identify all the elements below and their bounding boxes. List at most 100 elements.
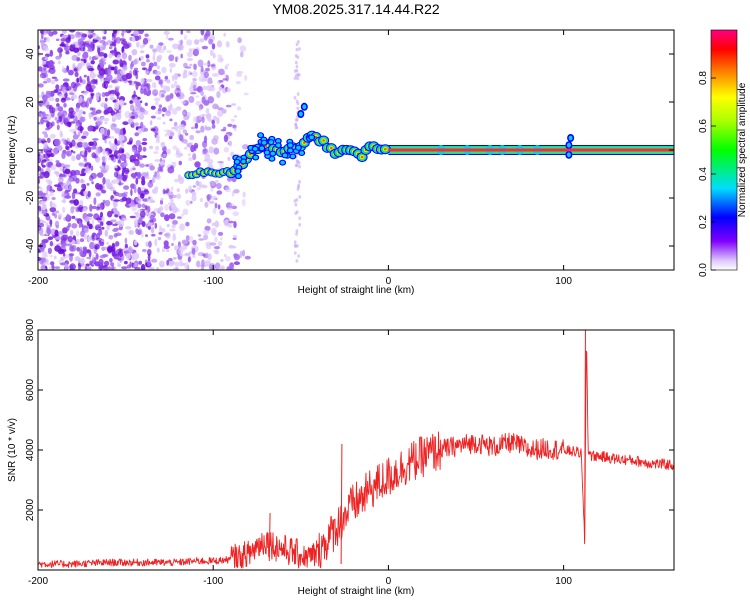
noise-dot bbox=[189, 72, 193, 75]
noise-dot bbox=[295, 99, 299, 104]
noise-dot bbox=[101, 216, 105, 223]
noise-dot bbox=[99, 59, 104, 64]
noise-dot bbox=[83, 74, 87, 78]
noise-dot bbox=[168, 37, 174, 41]
noise-dot bbox=[184, 252, 191, 257]
noise-dot bbox=[75, 230, 80, 237]
noise-dot bbox=[118, 215, 122, 219]
noise-dot bbox=[162, 113, 165, 117]
noise-dot bbox=[60, 237, 65, 241]
noise-dot bbox=[77, 131, 81, 137]
ridge-core bbox=[388, 148, 674, 152]
noise-dot bbox=[64, 195, 72, 199]
noise-dot bbox=[206, 218, 212, 224]
noise-dot bbox=[220, 58, 223, 61]
noise-dot bbox=[108, 235, 114, 240]
ridge-blob bbox=[269, 156, 275, 161]
noise-dot bbox=[56, 103, 60, 107]
noise-dot bbox=[82, 248, 88, 255]
noise-dot bbox=[134, 217, 138, 225]
snr-trace bbox=[38, 330, 674, 569]
noise-dot bbox=[205, 67, 210, 72]
noise-dot bbox=[44, 72, 48, 79]
noise-dot bbox=[39, 192, 47, 196]
ridge-blob bbox=[236, 174, 241, 179]
noise-dot bbox=[148, 65, 152, 72]
noise-dot bbox=[140, 78, 145, 84]
noise-dot bbox=[223, 72, 227, 77]
colorbar-tick-label: 0.4 bbox=[698, 167, 709, 181]
noise-dot bbox=[161, 107, 167, 113]
noise-dot bbox=[109, 143, 116, 151]
noise-dot bbox=[137, 127, 143, 135]
spectrogram-x-label: Height of straight line (km) bbox=[298, 285, 415, 296]
noise-dot bbox=[54, 245, 61, 252]
noise-dot bbox=[159, 206, 164, 210]
noise-dot bbox=[109, 93, 115, 97]
noise-dot bbox=[224, 65, 228, 70]
noise-dot bbox=[168, 258, 173, 262]
noise-dot bbox=[215, 263, 219, 270]
noise-dot bbox=[122, 247, 128, 252]
noise-dot bbox=[132, 252, 140, 260]
noise-dot bbox=[49, 240, 54, 247]
noise-dot bbox=[117, 60, 123, 64]
noise-dot bbox=[141, 125, 146, 133]
noise-dot bbox=[216, 117, 220, 125]
noise-dot bbox=[139, 107, 145, 113]
noise-dot bbox=[111, 242, 115, 248]
noise-dot bbox=[140, 50, 145, 53]
noise-dot bbox=[192, 185, 197, 188]
noise-dot bbox=[191, 247, 196, 255]
noise-dot bbox=[298, 195, 302, 199]
noise-dot bbox=[198, 106, 202, 111]
noise-dot bbox=[187, 153, 192, 157]
noise-dot bbox=[121, 52, 128, 60]
noise-dot bbox=[62, 206, 66, 214]
noise-dot bbox=[78, 162, 83, 166]
ridge-blob bbox=[268, 140, 274, 145]
spectrogram-ridge bbox=[184, 102, 674, 180]
noise-dot bbox=[175, 85, 181, 92]
noise-dot bbox=[123, 162, 129, 167]
noise-dot bbox=[58, 242, 62, 246]
noise-dot bbox=[44, 133, 49, 138]
noise-dot bbox=[141, 203, 146, 208]
noise-dot bbox=[106, 220, 113, 226]
noise-dot bbox=[226, 207, 233, 211]
noise-dot bbox=[179, 259, 183, 267]
noise-dot bbox=[69, 92, 75, 95]
noise-dot bbox=[130, 167, 133, 172]
ridge-blob bbox=[298, 111, 303, 117]
noise-dot bbox=[108, 84, 113, 89]
noise-dot bbox=[85, 263, 90, 267]
noise-dot bbox=[65, 42, 69, 48]
noise-dot bbox=[206, 158, 214, 165]
noise-dot bbox=[166, 224, 170, 228]
noise-dot bbox=[195, 95, 200, 98]
noise-dot bbox=[75, 83, 79, 88]
x-tick-label: -100 bbox=[203, 276, 223, 287]
noise-dot bbox=[153, 151, 159, 154]
noise-dot bbox=[56, 145, 63, 152]
noise-dot bbox=[59, 166, 63, 172]
noise-dot bbox=[58, 259, 62, 264]
noise-dot bbox=[102, 177, 106, 185]
noise-dot bbox=[200, 90, 205, 96]
x-tick-label: 0 bbox=[386, 276, 392, 287]
ridge-blob bbox=[288, 143, 293, 148]
noise-dot bbox=[114, 214, 119, 218]
noise-dot bbox=[113, 171, 119, 178]
noise-dot bbox=[90, 92, 95, 96]
ridge-blob bbox=[322, 139, 325, 142]
noise-dot bbox=[243, 92, 249, 96]
noise-dot bbox=[42, 113, 49, 117]
noise-dot bbox=[217, 204, 221, 210]
noise-dot bbox=[145, 234, 148, 237]
noise-dot bbox=[69, 254, 73, 262]
noise-dot bbox=[133, 122, 139, 126]
noise-dot bbox=[133, 90, 136, 96]
noise-dot bbox=[113, 190, 117, 195]
noise-dot bbox=[177, 216, 182, 219]
